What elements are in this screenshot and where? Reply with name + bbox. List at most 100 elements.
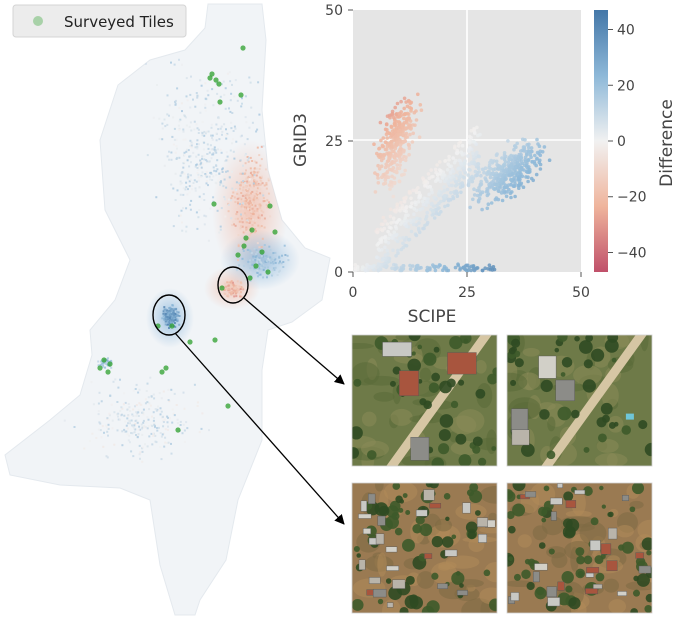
map-tile (251, 204, 254, 206)
scatter-point (394, 233, 398, 238)
scatter-point (380, 258, 385, 262)
scatter-point (411, 188, 416, 193)
map-tile (239, 227, 242, 230)
tree (600, 402, 613, 415)
scatter-point (442, 185, 446, 189)
map-tile (144, 443, 146, 446)
scatter-point (487, 170, 492, 174)
map-tile (193, 383, 196, 386)
map-tile (172, 116, 175, 119)
ground-patch (416, 571, 435, 589)
map-tile (183, 154, 186, 156)
map-tile (122, 403, 125, 406)
scatter-point (381, 136, 386, 140)
map-tile (187, 175, 190, 178)
map-tile (257, 81, 260, 84)
map-tile (127, 403, 130, 405)
map-tile (254, 193, 257, 196)
tree (458, 379, 465, 386)
ground-patch (419, 367, 432, 382)
map-tile (276, 274, 279, 276)
scatter-point (533, 153, 537, 158)
scatter-point (427, 267, 432, 272)
scatter-point (390, 266, 394, 271)
map-tile (259, 188, 262, 191)
tree (521, 569, 531, 580)
map-tile (247, 195, 250, 198)
legend-box (12, 4, 187, 38)
map-tile (174, 172, 177, 175)
map-tile (271, 273, 274, 276)
building (375, 533, 385, 545)
tree (561, 357, 573, 368)
map-tile (204, 106, 207, 109)
map-tile (257, 214, 260, 217)
arrow-blue-area-to-bottom-images (174, 332, 345, 525)
map-tile (130, 419, 133, 422)
map-tile (178, 156, 181, 159)
map-tile (224, 215, 227, 218)
map-tile (253, 160, 256, 163)
map-tile (91, 432, 94, 435)
map-tile (250, 174, 252, 177)
map-tile (258, 217, 261, 220)
tree (563, 491, 574, 502)
map-tile (167, 416, 169, 419)
map-tile (231, 224, 234, 227)
surveyed-tile-marker (272, 229, 278, 235)
map-tile (201, 157, 203, 160)
building (424, 553, 433, 559)
map-tile (233, 125, 236, 128)
tree (638, 420, 648, 430)
map-tile (286, 254, 289, 257)
scatter-point (373, 171, 377, 175)
map-tile (174, 325, 177, 328)
map-tile (101, 364, 104, 367)
map-tile (230, 293, 233, 296)
scatter-point (394, 253, 398, 258)
tree (451, 571, 465, 585)
map-tile (280, 262, 283, 265)
tree (433, 346, 440, 353)
ground-patch (484, 562, 497, 583)
building (534, 563, 548, 571)
map-tile (261, 255, 264, 258)
map-tile (260, 145, 263, 148)
surveyed-tile-marker (216, 81, 222, 87)
surveyed-tile-marker (97, 365, 103, 371)
scatter-point (429, 188, 434, 192)
map-tile (136, 434, 139, 437)
map-tile (121, 444, 124, 447)
ground-patch (522, 347, 540, 357)
scatter-point (438, 160, 442, 164)
tree (644, 442, 652, 457)
map-tile (244, 95, 247, 98)
map-tile (244, 221, 247, 224)
map-tile (151, 443, 154, 446)
map-tile (146, 382, 149, 385)
map-tile (169, 306, 172, 309)
scatter-point (490, 180, 494, 184)
tree (356, 553, 361, 558)
map-tile (182, 138, 185, 141)
tree (405, 575, 415, 585)
map-tile (160, 458, 163, 461)
map-tile (227, 294, 230, 297)
map-tile (172, 315, 175, 318)
map-tile (170, 388, 173, 391)
scatter-point (379, 238, 384, 242)
map-tile (97, 428, 100, 431)
map-tile (172, 309, 175, 312)
scatter-point (396, 129, 401, 134)
tree (352, 426, 363, 440)
tree (641, 537, 652, 551)
map-tile (226, 72, 229, 75)
scatter-point (375, 151, 379, 156)
tree (455, 433, 467, 445)
building (368, 577, 381, 584)
map-tile (262, 262, 265, 265)
scatter-point (515, 172, 520, 176)
scatter-point (400, 173, 404, 177)
map-tile (244, 229, 246, 232)
map-tile (129, 422, 131, 425)
